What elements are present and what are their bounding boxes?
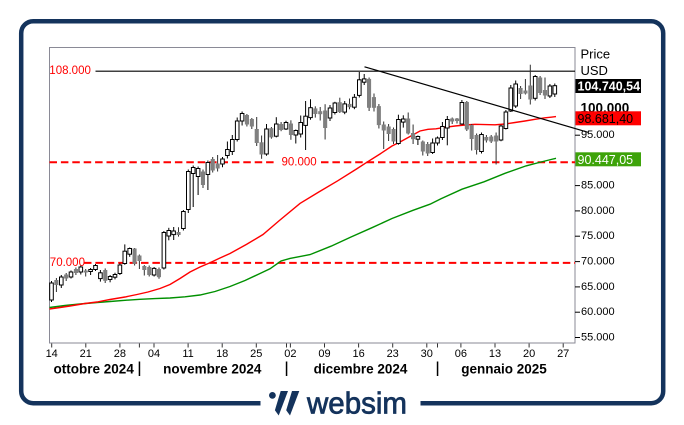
svg-text:09: 09 bbox=[318, 348, 330, 360]
svg-text:20: 20 bbox=[523, 348, 535, 360]
svg-text:11: 11 bbox=[182, 348, 193, 360]
svg-text:27: 27 bbox=[557, 348, 569, 360]
svg-text:21: 21 bbox=[80, 348, 92, 360]
svg-text:95.000: 95.000 bbox=[581, 129, 615, 141]
svg-text:80.000: 80.000 bbox=[581, 205, 615, 217]
svg-text:28: 28 bbox=[114, 348, 126, 360]
svg-text:ottobre 2024: ottobre 2024 bbox=[54, 361, 135, 376]
svg-text:60.000: 60.000 bbox=[581, 306, 615, 318]
svg-text:novembre 2024: novembre 2024 bbox=[163, 361, 262, 376]
svg-text:dicembre 2024: dicembre 2024 bbox=[314, 361, 408, 376]
svg-text:98.681,40: 98.681,40 bbox=[578, 112, 634, 126]
svg-text:13: 13 bbox=[489, 348, 501, 360]
svg-text:USD: USD bbox=[581, 63, 608, 78]
svg-text:gennaio 2025: gennaio 2025 bbox=[461, 361, 547, 376]
svg-text:75.000: 75.000 bbox=[581, 230, 615, 242]
svg-text:30: 30 bbox=[421, 348, 433, 360]
svg-text:14: 14 bbox=[46, 348, 58, 360]
svg-text:23: 23 bbox=[387, 348, 399, 360]
svg-text:02: 02 bbox=[284, 348, 296, 360]
svg-text:70.000: 70.000 bbox=[581, 256, 615, 268]
svg-text:90.447,05: 90.447,05 bbox=[578, 153, 634, 167]
svg-text:06: 06 bbox=[455, 348, 467, 360]
svg-text:25: 25 bbox=[250, 348, 262, 360]
svg-text:04: 04 bbox=[148, 348, 160, 360]
svg-text:85.000: 85.000 bbox=[581, 180, 615, 192]
svg-text:108.000: 108.000 bbox=[49, 65, 91, 77]
svg-text:websim: websim bbox=[306, 385, 407, 420]
svg-text:55.000: 55.000 bbox=[581, 332, 615, 344]
svg-text:16: 16 bbox=[352, 348, 364, 360]
svg-text:Price: Price bbox=[581, 47, 611, 62]
svg-text:90.000: 90.000 bbox=[282, 157, 317, 169]
svg-text:104.740,54: 104.740,54 bbox=[578, 80, 641, 94]
svg-text:70.000: 70.000 bbox=[50, 257, 85, 269]
svg-text:65.000: 65.000 bbox=[581, 281, 615, 293]
svg-text:18: 18 bbox=[216, 348, 228, 360]
